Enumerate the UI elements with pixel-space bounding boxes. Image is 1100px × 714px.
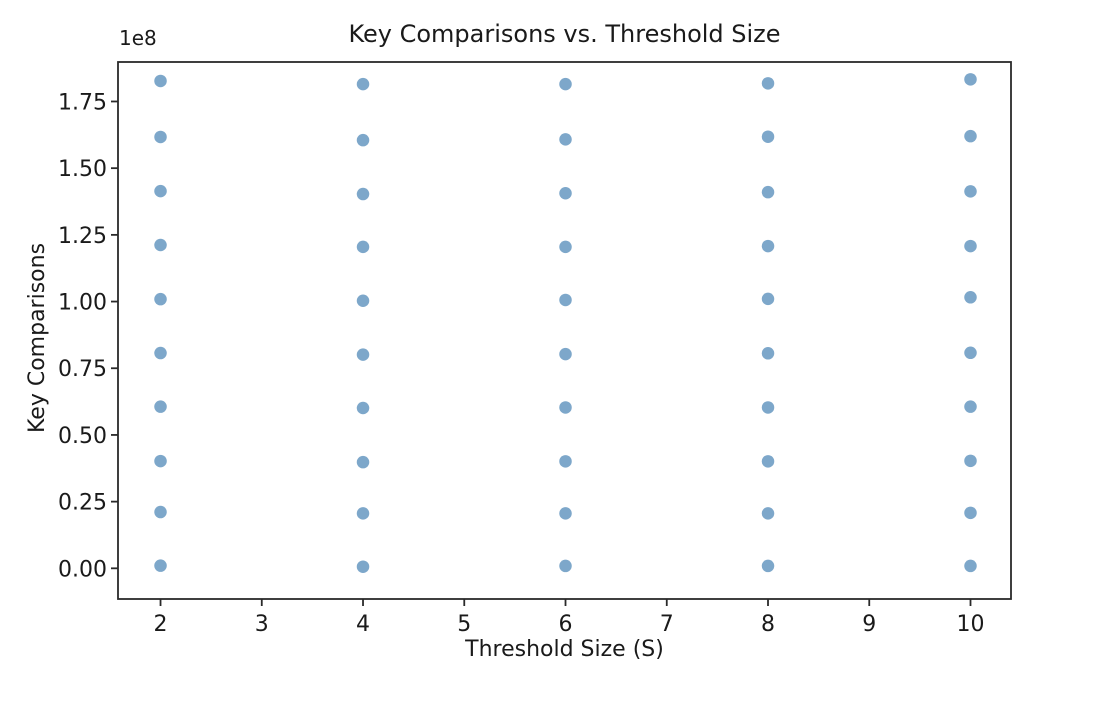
x-tick-label: 2 xyxy=(154,612,168,637)
data-point xyxy=(964,239,977,253)
data-point xyxy=(964,454,977,468)
data-point xyxy=(356,240,370,254)
data-point xyxy=(761,559,775,573)
x-tick-label: 7 xyxy=(660,612,674,637)
y-tick-label: 1.75 xyxy=(58,90,107,115)
data-point xyxy=(559,77,572,91)
x-tick-label: 8 xyxy=(761,612,775,637)
data-point xyxy=(356,507,370,520)
data-point xyxy=(356,560,370,573)
data-point xyxy=(154,74,167,88)
x-axis-label: Threshold Size (S) xyxy=(465,637,664,662)
data-point xyxy=(559,401,572,414)
x-tick-label: 9 xyxy=(862,612,876,637)
data-point xyxy=(356,187,370,201)
y-tick-label: 0.25 xyxy=(58,491,107,516)
y-tick-label: 0.75 xyxy=(58,357,107,382)
x-tick-label: 10 xyxy=(957,612,985,637)
data-point xyxy=(559,347,572,361)
data-point xyxy=(761,347,775,360)
data-point xyxy=(154,400,167,413)
plot-frame xyxy=(117,61,1012,600)
data-point xyxy=(356,455,370,469)
data-point xyxy=(356,294,370,308)
data-point xyxy=(356,77,370,91)
y-tick-label: 0.50 xyxy=(58,424,107,449)
data-point xyxy=(964,559,977,573)
data-point xyxy=(559,186,572,200)
data-point xyxy=(559,507,572,520)
data-point xyxy=(559,293,572,307)
data-point xyxy=(356,133,370,147)
data-point xyxy=(559,240,572,254)
chart-title: Key Comparisons vs. Threshold Size xyxy=(348,20,781,48)
y-tick-label: 1.00 xyxy=(58,291,107,316)
data-point xyxy=(761,77,775,90)
data-point xyxy=(559,133,572,146)
data-point xyxy=(154,292,167,306)
data-point xyxy=(761,185,775,199)
data-point xyxy=(964,291,977,304)
data-point xyxy=(356,348,370,361)
x-tick-label: 4 xyxy=(356,612,370,637)
data-point xyxy=(964,129,977,143)
data-point xyxy=(761,507,775,520)
y-tick-label: 0.00 xyxy=(58,557,107,582)
data-point xyxy=(154,130,167,144)
data-point xyxy=(356,401,370,415)
data-point xyxy=(761,401,775,414)
data-point xyxy=(964,506,977,520)
x-tick-label: 5 xyxy=(457,612,471,637)
y-tick-label: 1.25 xyxy=(58,224,107,249)
data-point xyxy=(964,400,977,413)
y-axis-offset-label: 1e8 xyxy=(119,26,157,50)
data-point xyxy=(154,238,167,252)
data-point xyxy=(154,184,167,198)
data-point xyxy=(559,559,572,573)
data-point xyxy=(964,346,977,360)
data-point xyxy=(964,185,977,198)
data-point xyxy=(154,505,167,519)
y-tick-label: 1.50 xyxy=(58,157,107,182)
data-point xyxy=(154,559,167,572)
data-point xyxy=(761,130,775,143)
data-point xyxy=(154,454,167,468)
data-point xyxy=(559,455,572,468)
data-point xyxy=(761,292,775,306)
data-point xyxy=(761,239,775,253)
x-tick-label: 3 xyxy=(255,612,269,637)
x-tick-label: 6 xyxy=(559,612,573,637)
data-point xyxy=(964,73,977,86)
y-axis-label: Key Comparisons xyxy=(25,242,50,434)
data-point xyxy=(154,346,167,360)
data-point xyxy=(761,455,775,468)
